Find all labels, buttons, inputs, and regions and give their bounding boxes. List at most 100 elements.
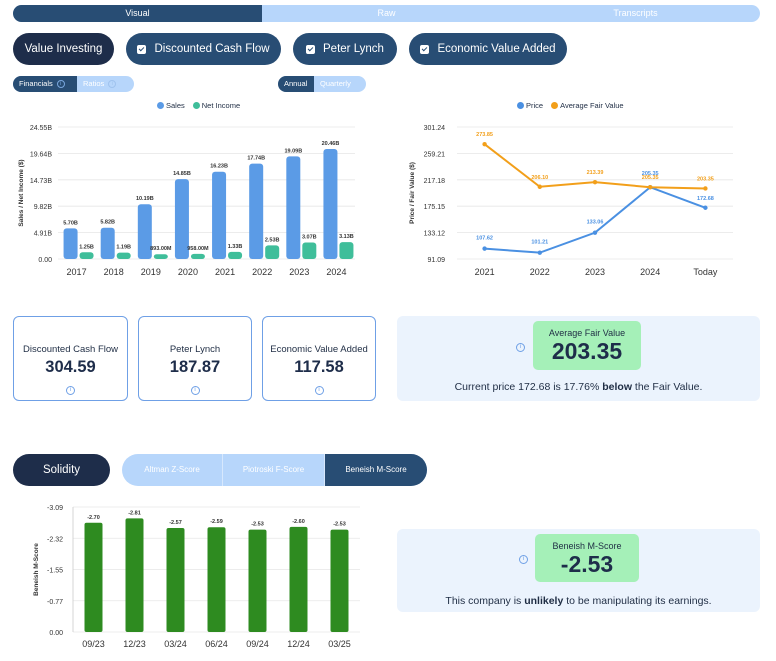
checkbox-checked-icon[interactable]: [137, 44, 147, 54]
fair-value-note-suffix: the Fair Value.: [634, 381, 703, 393]
average-fair-value-label: Average Fair Value: [548, 328, 626, 338]
y-axis-label: Beneish M-Score: [33, 543, 40, 596]
m-score-value: -2.53: [560, 551, 614, 577]
net-income-data-label: 1.33B: [228, 244, 243, 250]
x-tick-label: 2023: [289, 267, 309, 277]
peter-lynch-toggle[interactable]: Peter Lynch: [293, 33, 397, 65]
info-icon[interactable]: i: [56, 80, 65, 88]
quarterly-tab[interactable]: Quarterly: [314, 76, 366, 92]
fair-value-note-strong: below: [602, 381, 632, 393]
view-tabs: Visual Raw Transcripts: [13, 5, 760, 22]
m-score-data-label: -2.81: [128, 510, 141, 516]
price-swatch-icon: [517, 102, 524, 109]
sales-data-label: 5.70B: [63, 220, 78, 226]
solidity-button[interactable]: Solidity: [13, 454, 110, 486]
ratios-tab[interactable]: Ratios i: [77, 76, 134, 92]
m-score-data-label: -2.60: [292, 519, 305, 525]
info-icon[interactable]: i: [516, 343, 525, 352]
price-data-label: 172.68: [697, 196, 714, 202]
sales-bar: [137, 204, 152, 259]
tab-piotroski-f-score[interactable]: Piotroski F-Score: [223, 454, 325, 486]
statement-toggle: Financials i Ratios i: [13, 76, 134, 92]
sales-bar: [323, 148, 338, 259]
sales-chart-legend: Sales Net Income: [157, 101, 240, 110]
legend-net-income[interactable]: Net Income: [192, 101, 240, 110]
y-tick-label: 133.12: [424, 231, 446, 238]
x-tick-label: Today: [693, 267, 718, 277]
info-icon[interactable]: i: [314, 386, 324, 395]
legend-sales-label: Sales: [166, 101, 185, 110]
net-income-bar: [265, 245, 280, 259]
beneish-m-score-chart: 0.00 -0.77 -1.55 -2.32 -3.09 Beneish M-Score -…: [33, 505, 360, 649]
m-score-note-suffix: to be manipulating its earnings.: [566, 595, 712, 607]
tab-beneish-m-score[interactable]: Beneish M-Score: [325, 454, 427, 486]
dcf-card-value: 304.59: [45, 358, 96, 376]
x-tick-label: 2022: [252, 267, 272, 277]
tab-visual[interactable]: Visual: [13, 5, 262, 22]
financials-tab[interactable]: Financials i: [13, 76, 77, 92]
price-point: [592, 230, 598, 235]
discounted-cash-flow-label: Discounted Cash Flow: [154, 43, 270, 55]
x-tick-label: 2021: [475, 267, 495, 277]
fair-value-data-label: 206.10: [531, 175, 548, 181]
net-income-data-label: 893.00M: [150, 246, 172, 252]
tab-transcripts[interactable]: Transcripts: [613, 8, 658, 18]
legend-sales[interactable]: Sales: [157, 101, 185, 110]
net-income-bar: [228, 251, 243, 259]
net-income-bar: [302, 242, 317, 259]
sales-data-label: 20.46B: [322, 141, 340, 147]
x-tick-label: 2017: [67, 267, 87, 277]
sales-net-income-chart: 0.00 4.91B 9.82B 14.73B 19.64B 24.55B Sales / …: [18, 125, 355, 277]
price-fair-value-chart: 91.09 133.12 175.15 217.18 259.21 301.24 Price…: [409, 125, 733, 277]
legend-price-label: Price: [526, 101, 544, 110]
y-tick-label: -3.09: [47, 505, 63, 512]
sales-data-label: 10.19B: [136, 196, 154, 202]
tab-raw[interactable]: Raw: [377, 8, 396, 18]
x-tick-label: 2021: [215, 267, 235, 277]
m-score-bar: [84, 522, 103, 632]
tab-altman-z-score[interactable]: Altman Z-Score: [122, 454, 223, 486]
y-tick-label: 4.91B: [34, 231, 53, 238]
x-tick-label: 2022: [530, 267, 550, 277]
peter-lynch-card-value: 187.87: [169, 358, 221, 376]
economic-value-added-label: Economic Value Added: [437, 43, 556, 55]
m-score-bar: [330, 529, 349, 632]
m-score-data-label: -2.70: [87, 515, 100, 521]
legend-fair-value-label: Average Fair Value: [560, 101, 624, 110]
m-score-data-label: -2.53: [251, 522, 264, 528]
fair-value-data-label: 213.39: [587, 170, 604, 176]
checkbox-checked-icon[interactable]: [306, 44, 316, 54]
value-investing-button[interactable]: Value Investing: [13, 33, 114, 65]
m-score-bar: [166, 528, 185, 632]
sales-data-label: 5.82B: [100, 220, 115, 226]
sales-data-label: 14.85B: [173, 171, 191, 177]
legend-price[interactable]: Price: [517, 101, 543, 110]
info-icon[interactable]: i: [190, 386, 200, 395]
y-tick-label: 0.00: [38, 257, 52, 264]
sales-bar: [249, 163, 264, 259]
price-data-label: 101.21: [531, 240, 548, 246]
checkbox-checked-icon[interactable]: [420, 44, 430, 54]
m-score-note-strong: unlikely: [524, 595, 564, 607]
m-score-data-label: -2.57: [169, 520, 182, 526]
m-score-box: Beneish M-Score -2.53: [535, 534, 639, 582]
info-icon[interactable]: i: [108, 80, 117, 88]
annual-tab[interactable]: Annual: [278, 76, 314, 92]
dcf-card: Discounted Cash Flow 304.59 i: [13, 316, 128, 401]
x-tick-label: 2019: [141, 267, 161, 277]
info-icon[interactable]: i: [519, 555, 528, 564]
fair-value-point: [703, 186, 708, 191]
net-income-bar: [153, 254, 168, 259]
economic-value-added-toggle[interactable]: Economic Value Added: [409, 33, 567, 65]
discounted-cash-flow-toggle[interactable]: Discounted Cash Flow: [126, 33, 281, 65]
y-tick-label: -1.55: [47, 568, 63, 575]
solidity-label: Solidity: [42, 464, 81, 476]
legend-fair-value[interactable]: Average Fair Value: [551, 101, 624, 110]
y-axis-label: Price / Fair Value ($): [409, 162, 416, 224]
quarterly-label: Quarterly: [320, 79, 351, 88]
info-icon[interactable]: i: [66, 386, 75, 395]
solidity-score-tabs: Altman Z-Score Piotroski F-Score Beneish…: [122, 454, 427, 486]
peter-lynch-card: Peter Lynch 187.87 i: [138, 316, 252, 401]
period-toggle: Annual Quarterly: [278, 76, 366, 92]
sales-bar: [212, 171, 227, 259]
